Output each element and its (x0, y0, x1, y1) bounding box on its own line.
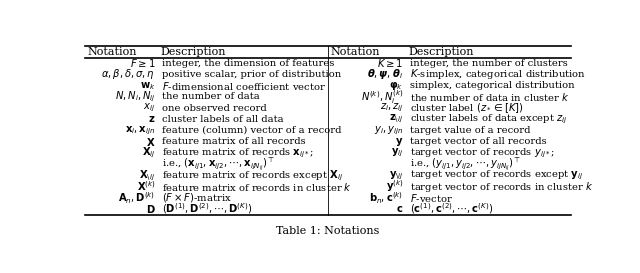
Text: simplex, categorical distribution: simplex, categorical distribution (410, 81, 575, 90)
Text: $\mathbf{z}_{\backslash ij}$: $\mathbf{z}_{\backslash ij}$ (389, 113, 403, 126)
Text: Table 1: Notations: Table 1: Notations (276, 226, 380, 236)
Text: $\boldsymbol{\theta}, \boldsymbol{\psi}, \boldsymbol{\theta}_i$: $\boldsymbol{\theta}, \boldsymbol{\psi},… (367, 67, 403, 81)
Text: target value of a record: target value of a record (410, 126, 531, 135)
Text: Notation: Notation (88, 47, 137, 57)
Text: $\mathbf{X}$: $\mathbf{X}$ (146, 136, 156, 148)
Text: cluster labels of all data: cluster labels of all data (163, 115, 284, 124)
Text: $\mathbf{w}_k$: $\mathbf{w}_k$ (140, 80, 156, 91)
Text: $\mathbf{X}^{(k)}$: $\mathbf{X}^{(k)}$ (136, 180, 156, 194)
Text: $F$-vector: $F$-vector (410, 192, 454, 204)
Text: the number of data in cluster $k$: the number of data in cluster $k$ (410, 91, 570, 103)
Text: $\mathbf{z}$: $\mathbf{z}$ (148, 114, 156, 124)
Text: $K$-simplex, categorical distribution: $K$-simplex, categorical distribution (410, 67, 586, 81)
Text: the number of data: the number of data (163, 92, 260, 101)
Text: cluster label $(z_* \in [K])$: cluster label $(z_* \in [K])$ (410, 101, 524, 115)
Text: $(\mathbf{D}^{(1)}, \mathbf{D}^{(2)}, \cdots, \mathbf{D}^{(K)})$: $(\mathbf{D}^{(1)}, \mathbf{D}^{(2)}, \c… (163, 201, 253, 216)
Text: feature matrix of records in cluster $k$: feature matrix of records in cluster $k$ (163, 180, 353, 192)
Text: Notation: Notation (330, 47, 380, 57)
Text: positive scalar, prior of distribution: positive scalar, prior of distribution (163, 70, 342, 79)
Text: $\mathbf{y}$: $\mathbf{y}$ (395, 136, 403, 148)
Text: Description: Description (409, 47, 474, 57)
Text: target vector of all records: target vector of all records (410, 137, 547, 146)
Text: i.e., $(y_{ij1}, y_{ij2}, \cdots, y_{ijN_{ij}})^\top$: i.e., $(y_{ij1}, y_{ij2}, \cdots, y_{ijN… (410, 155, 522, 173)
Text: $y_i, y_{ijn}$: $y_i, y_{ijn}$ (374, 124, 403, 137)
Text: $\mathbf{D}$: $\mathbf{D}$ (146, 203, 156, 215)
Text: $\mathbf{A}_n, \mathbf{D}^{(k)}$: $\mathbf{A}_n, \mathbf{D}^{(k)}$ (118, 190, 156, 206)
Text: $K \geq 1$: $K \geq 1$ (377, 57, 403, 69)
Text: target vector of records in cluster $k$: target vector of records in cluster $k$ (410, 180, 594, 194)
Text: feature matrix of records $\mathbf{x}_{ij*}$;: feature matrix of records $\mathbf{x}_{i… (163, 146, 314, 160)
Text: feature matrix of all records: feature matrix of all records (163, 137, 306, 146)
Text: $x_{ij}$: $x_{ij}$ (143, 102, 156, 114)
Text: cluster labels of data except $z_{ij}$: cluster labels of data except $z_{ij}$ (410, 112, 568, 126)
Text: integer, the number of clusters: integer, the number of clusters (410, 59, 568, 68)
Text: i.e., $(\mathbf{x}_{ij1}, \mathbf{x}_{ij2}, \cdots, \mathbf{x}_{ijN_{ij}})^\top$: i.e., $(\mathbf{x}_{ij1}, \mathbf{x}_{ij… (163, 155, 276, 173)
Text: $z_i, z_{ij}$: $z_i, z_{ij}$ (380, 102, 403, 114)
Text: $\mathbf{y}_{\backslash ij}$: $\mathbf{y}_{\backslash ij}$ (388, 169, 403, 182)
Text: $\boldsymbol{\varphi}_k$: $\boldsymbol{\varphi}_k$ (389, 80, 403, 92)
Text: $N, N_i, N_{ij}$: $N, N_i, N_{ij}$ (115, 90, 156, 104)
Text: integer, the dimension of features: integer, the dimension of features (163, 59, 335, 68)
Text: Description: Description (161, 47, 227, 57)
Text: feature (column) vector of a record: feature (column) vector of a record (163, 126, 342, 135)
Text: $\mathbf{c}$: $\mathbf{c}$ (396, 204, 403, 214)
Text: $\mathbf{x}_i, \mathbf{x}_{ijn}$: $\mathbf{x}_i, \mathbf{x}_{ijn}$ (125, 124, 156, 137)
Text: $\mathbf{X}_{\backslash ij}$: $\mathbf{X}_{\backslash ij}$ (140, 168, 156, 183)
Text: $(F \times F)$-matrix: $(F \times F)$-matrix (163, 191, 232, 204)
Text: target vector of records except $\mathbf{y}_{ij}$: target vector of records except $\mathbf… (410, 169, 584, 182)
Text: $F$-dimensional coefficient vector: $F$-dimensional coefficient vector (163, 80, 326, 92)
Text: $N^{(k)}, N_i^{(k)}$: $N^{(k)}, N_i^{(k)}$ (361, 88, 403, 106)
Text: $(\mathbf{c}^{(1)}, \mathbf{c}^{(2)}, \cdots, \mathbf{c}^{(K)})$: $(\mathbf{c}^{(1)}, \mathbf{c}^{(2)}, \c… (410, 201, 493, 216)
Text: $\mathbf{b}_n, \mathbf{c}^{(k)}$: $\mathbf{b}_n, \mathbf{c}^{(k)}$ (369, 190, 403, 206)
Text: $\alpha, \beta, \delta, \sigma, \eta$: $\alpha, \beta, \delta, \sigma, \eta$ (102, 67, 156, 81)
Text: $\mathbf{X}_{ij}$: $\mathbf{X}_{ij}$ (141, 146, 156, 160)
Text: $F \geq 1$: $F \geq 1$ (130, 57, 156, 69)
Text: one observed record: one observed record (163, 103, 267, 112)
Text: $\mathbf{y}_{ij}$: $\mathbf{y}_{ij}$ (391, 147, 403, 159)
Text: feature matrix of records except $\mathbf{X}_{ij}$: feature matrix of records except $\mathb… (163, 168, 344, 183)
Text: $\mathbf{y}^{(k)}$: $\mathbf{y}^{(k)}$ (386, 179, 403, 194)
Text: target vector of records $y_{ij*}$;: target vector of records $y_{ij*}$; (410, 146, 555, 160)
